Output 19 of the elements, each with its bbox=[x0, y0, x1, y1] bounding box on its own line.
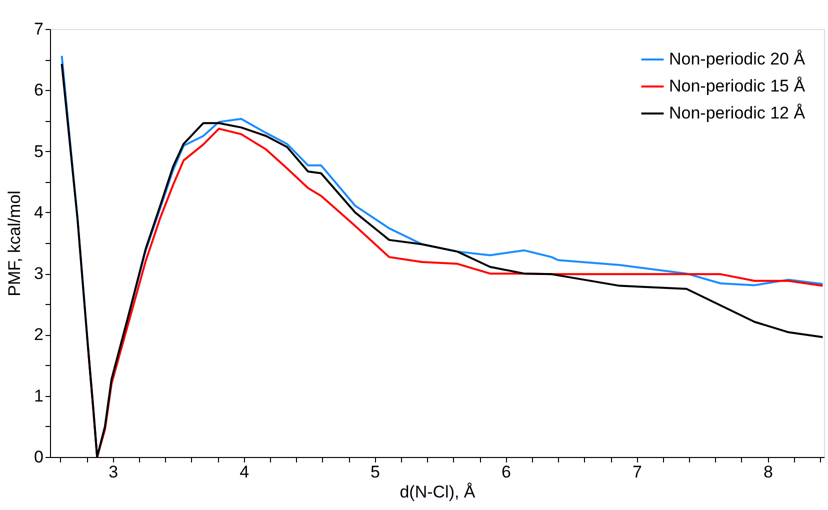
y-tick-label: 3 bbox=[34, 264, 44, 284]
x-tick-label: 6 bbox=[502, 462, 511, 482]
x-axis-title: d(N-Cl), Å bbox=[400, 482, 476, 502]
legend-label: Non-periodic 15 Å bbox=[669, 76, 806, 96]
x-tick-label: 4 bbox=[240, 462, 250, 482]
y-tick-label: 2 bbox=[34, 325, 44, 344]
x-tick-label: 3 bbox=[108, 462, 118, 482]
x-tick-label: 8 bbox=[763, 462, 773, 482]
legend-label: Non-periodic 20 Å bbox=[669, 50, 806, 68]
x-tick-label: 7 bbox=[632, 462, 642, 482]
y-tick-label: 4 bbox=[34, 202, 44, 222]
y-axis-title: PMF, kcal/mol bbox=[5, 190, 24, 296]
y-tick-label: 7 bbox=[34, 20, 44, 38]
legend-label: Non-periodic 12 Å bbox=[669, 104, 806, 122]
x-tick-label: 5 bbox=[370, 462, 380, 482]
y-tick-label: 6 bbox=[34, 80, 44, 100]
y-tick-label: 0 bbox=[34, 448, 44, 466]
y-tick-label: 5 bbox=[34, 142, 44, 161]
y-tick-label: 1 bbox=[34, 386, 44, 406]
